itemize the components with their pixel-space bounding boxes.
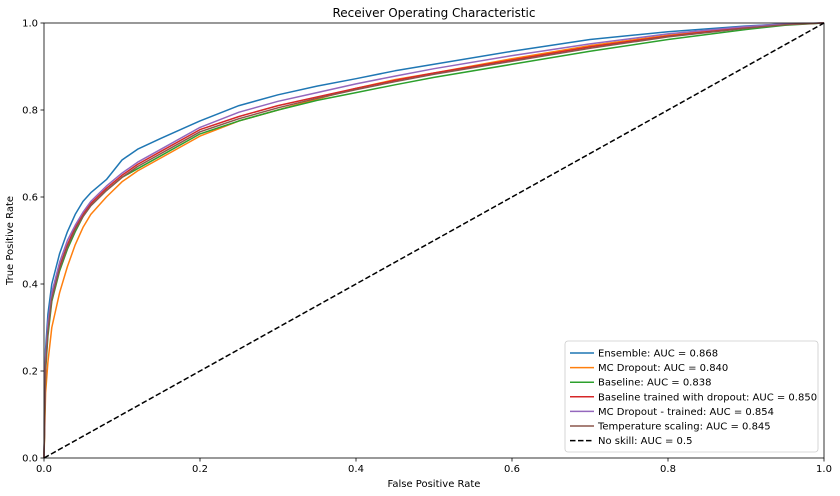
x-tick-label: 0.6 xyxy=(504,464,520,475)
y-tick-label: 0.4 xyxy=(22,280,38,291)
legend-entry-3: Baseline trained with dropout: AUC = 0.8… xyxy=(598,392,817,403)
legend-entry-6: No skill: AUC = 0.5 xyxy=(598,436,692,447)
legend-entry-2: Baseline: AUC = 0.838 xyxy=(598,378,711,389)
legend-entry-0: Ensemble: AUC = 0.868 xyxy=(598,349,718,360)
y-axis-ticks: 0.0 0.2 0.4 0.6 0.8 1.0 xyxy=(22,19,44,465)
legend-entry-1: MC Dropout: AUC = 0.840 xyxy=(598,363,728,374)
legend-entry-4: MC Dropout - trained: AUC = 0.854 xyxy=(598,407,774,418)
x-tick-label: 0.2 xyxy=(192,464,208,475)
y-tick-label: 0.0 xyxy=(22,454,38,465)
series-line-0 xyxy=(43,22,825,459)
x-tick-label: 0.0 xyxy=(36,464,52,475)
legend-box xyxy=(564,340,819,453)
x-tick-label: 0.8 xyxy=(660,464,676,475)
legend-entry-5: Temperature scaling: AUC = 0.845 xyxy=(597,422,771,433)
series-layer xyxy=(43,22,825,459)
series-line-4 xyxy=(43,22,825,459)
plot-frame xyxy=(43,22,825,459)
chart-title: Receiver Operating Characteristic xyxy=(332,6,535,20)
y-tick-label: 0.8 xyxy=(22,106,38,117)
series-line-6 xyxy=(43,22,825,459)
series-line-1 xyxy=(43,22,825,459)
x-axis-label: False Positive Rate xyxy=(388,479,481,490)
x-tick-label: 1.0 xyxy=(816,464,832,475)
legend: Ensemble: AUC = 0.868 MC Dropout: AUC = 0… xyxy=(564,340,819,453)
y-axis-label: True Positive Rate xyxy=(5,196,16,286)
series-line-5 xyxy=(43,22,825,459)
x-tick-label: 0.4 xyxy=(348,464,364,475)
y-tick-label: 1.0 xyxy=(22,19,38,30)
x-axis-ticks: 0.0 0.2 0.4 0.6 0.8 1.0 xyxy=(36,458,832,475)
y-tick-label: 0.2 xyxy=(22,367,38,378)
y-tick-label: 0.6 xyxy=(22,193,38,204)
